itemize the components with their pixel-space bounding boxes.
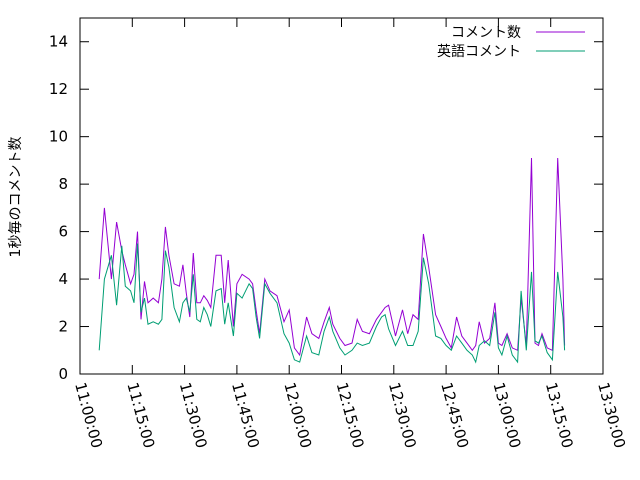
legend-label: コメント数: [451, 25, 521, 41]
axis-ticks: 0 2 4 6 8 10 12 14 11:00:00 11:15:00 11:30:00 11:45…: [49, 18, 629, 450]
y-tick-label: 10: [49, 128, 68, 146]
y-axis-label: 1秒毎のコメント数: [8, 137, 24, 258]
series-line-0: [98, 157, 566, 357]
x-tick-label: 13:30:00: [594, 380, 629, 450]
x-tick-label: 12:00:00: [280, 380, 315, 450]
series-line-1: [98, 243, 566, 364]
x-tick-label: 11:45:00: [228, 380, 263, 450]
legend-label: 英語コメント: [437, 43, 521, 60]
x-tick-label: 13:00:00: [490, 380, 525, 450]
x-tick-label: 11:00:00: [71, 380, 106, 450]
x-tick-label: 12:30:00: [385, 380, 420, 450]
y-tick-label: 12: [49, 80, 68, 98]
y-axis-label-text: 1秒毎のコメント数: [8, 137, 24, 258]
plot-frame: [79, 17, 604, 375]
y-tick-label: 14: [49, 33, 68, 51]
y-tick-label: 0: [58, 365, 68, 383]
y-tick-label: 2: [58, 318, 68, 336]
series-layer: [98, 157, 566, 364]
y-tick-label: 8: [58, 175, 68, 193]
x-tick-label: 13:15:00: [542, 380, 577, 450]
y-tick-label: 6: [58, 223, 68, 241]
x-tick-label: 11:15:00: [123, 380, 158, 450]
x-tick-label: 12:45:00: [437, 380, 472, 450]
x-tick-label: 11:30:00: [176, 380, 211, 450]
y-tick-label: 4: [58, 270, 68, 288]
x-tick-label: 12:15:00: [333, 380, 368, 450]
